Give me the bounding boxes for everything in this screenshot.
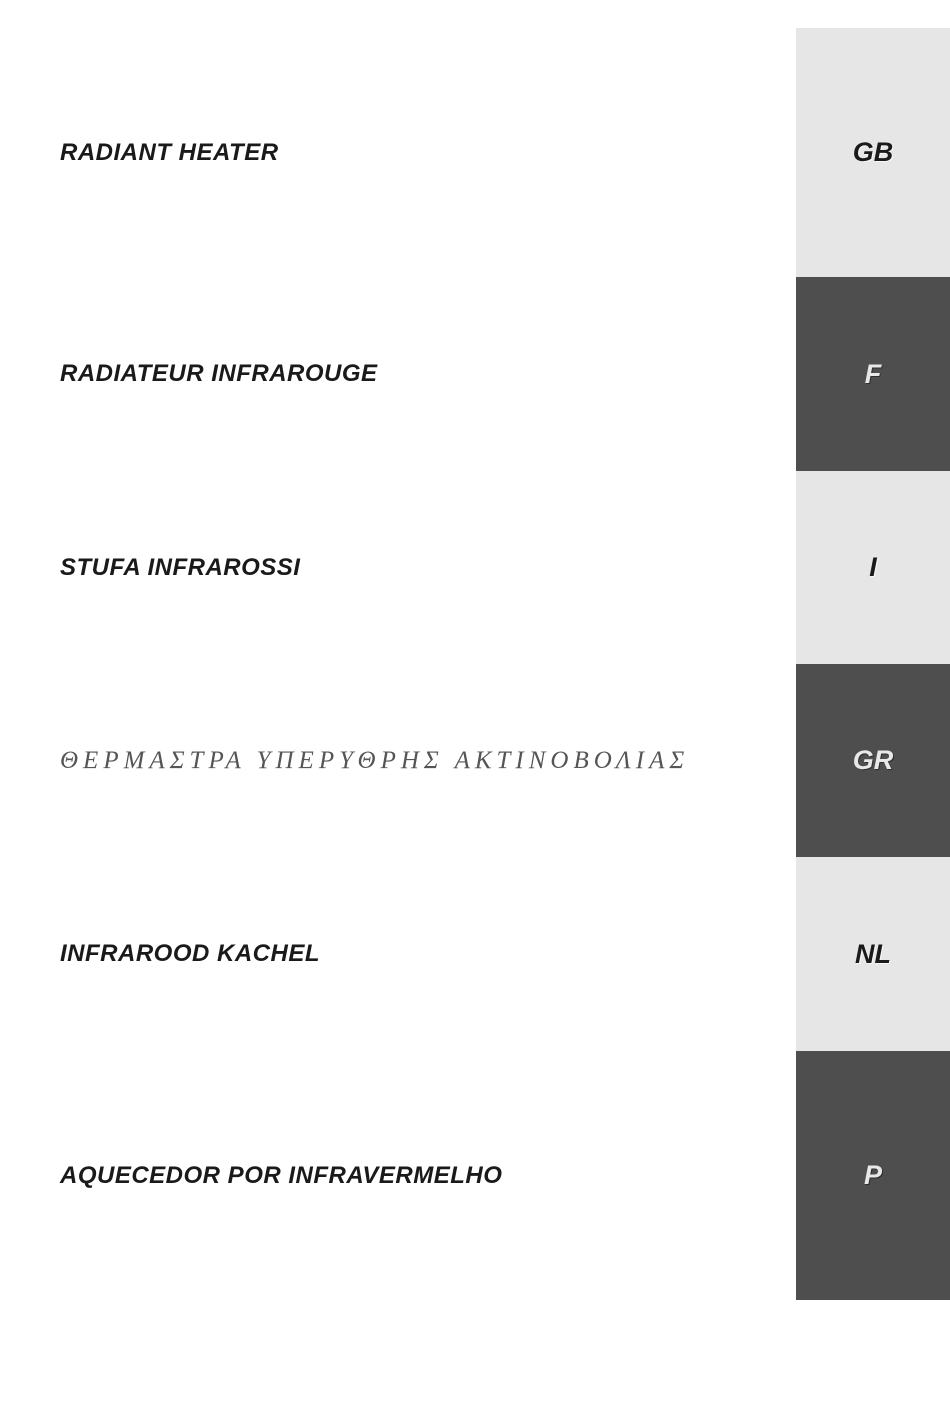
- code-p: P: [864, 1160, 882, 1191]
- tab-p[interactable]: P: [796, 1051, 950, 1300]
- code-i: I: [869, 552, 877, 583]
- title-cell: STUFA INFRAROSSI: [0, 554, 796, 582]
- code-f: F: [865, 359, 882, 390]
- title-cell: ΘΕΡΜΑΣΤΡΑ ΥΠΕΡΥΘΡΗΣ ΑΚΤΙΝΟΒΟΛΙΑΣ: [0, 747, 796, 775]
- title-p: AQUECEDOR POR INFRAVERMELHO: [60, 1162, 502, 1189]
- row-p: AQUECEDOR POR INFRAVERMELHO P: [0, 1051, 950, 1300]
- row-f: RADIATEUR INFRAROUGE F: [0, 277, 950, 471]
- title-cell: RADIATEUR INFRAROUGE: [0, 360, 796, 388]
- tab-f[interactable]: F: [796, 277, 950, 471]
- title-nl: INFRAROOD KACHEL: [60, 940, 320, 967]
- row-nl: INFRAROOD KACHEL NL: [0, 857, 950, 1051]
- language-index-page: RADIANT HEATER GB RADIATEUR INFRAROUGE F…: [0, 0, 950, 1422]
- tab-gb[interactable]: GB: [796, 28, 950, 277]
- title-f: RADIATEUR INFRAROUGE: [60, 360, 378, 387]
- code-gr: GR: [853, 745, 894, 776]
- title-cell: AQUECEDOR POR INFRAVERMELHO: [0, 1162, 796, 1190]
- row-gb: RADIANT HEATER GB: [0, 28, 950, 277]
- row-gr: ΘΕΡΜΑΣΤΡΑ ΥΠΕΡΥΘΡΗΣ ΑΚΤΙΝΟΒΟΛΙΑΣ GR: [0, 664, 950, 857]
- title-cell: RADIANT HEATER: [0, 139, 796, 167]
- title-i: STUFA INFRAROSSI: [60, 554, 300, 581]
- title-gr: ΘΕΡΜΑΣΤΡΑ ΥΠΕΡΥΘΡΗΣ ΑΚΤΙΝΟΒΟΛΙΑΣ: [60, 747, 689, 774]
- row-i: STUFA INFRAROSSI I: [0, 471, 950, 664]
- code-nl: NL: [855, 939, 891, 970]
- code-gb: GB: [853, 137, 894, 168]
- title-gb: RADIANT HEATER: [60, 139, 279, 166]
- title-cell: INFRAROOD KACHEL: [0, 940, 796, 968]
- tab-nl[interactable]: NL: [796, 857, 950, 1051]
- tab-gr[interactable]: GR: [796, 664, 950, 857]
- tab-i[interactable]: I: [796, 471, 950, 664]
